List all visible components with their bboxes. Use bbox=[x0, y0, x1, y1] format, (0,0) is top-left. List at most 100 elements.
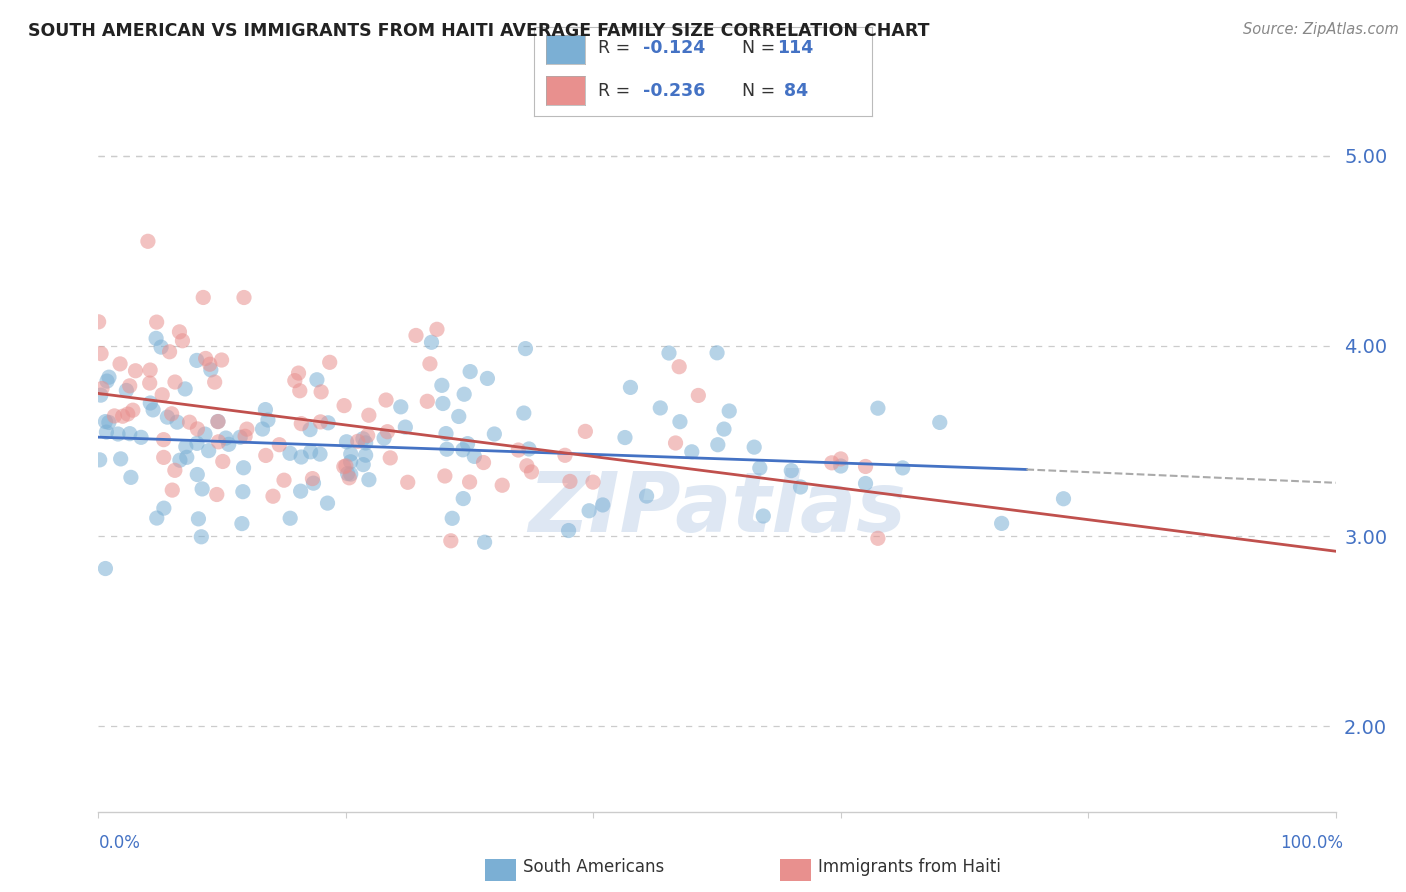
Point bbox=[215, 431, 238, 445]
Point bbox=[169, 453, 191, 467]
Point bbox=[389, 400, 412, 414]
Point bbox=[174, 382, 197, 396]
Point bbox=[515, 342, 537, 356]
Point bbox=[229, 430, 252, 444]
Point bbox=[107, 427, 129, 442]
Text: -0.124: -0.124 bbox=[643, 39, 704, 57]
Point bbox=[373, 431, 395, 445]
Point bbox=[120, 470, 142, 484]
Point bbox=[87, 315, 110, 329]
Point bbox=[582, 475, 605, 490]
Point bbox=[218, 437, 240, 451]
Point bbox=[706, 346, 728, 360]
Point bbox=[420, 335, 443, 350]
Point bbox=[117, 407, 139, 421]
Point bbox=[94, 415, 117, 429]
Point bbox=[176, 450, 198, 465]
Point bbox=[434, 426, 457, 441]
Point bbox=[592, 498, 614, 512]
Point bbox=[193, 290, 215, 304]
Point bbox=[211, 353, 233, 368]
Point bbox=[115, 384, 138, 398]
Point bbox=[207, 415, 229, 429]
Point bbox=[153, 501, 176, 516]
Point bbox=[142, 403, 165, 417]
Point bbox=[752, 508, 775, 523]
Point bbox=[207, 414, 229, 428]
Point bbox=[453, 387, 475, 401]
Point bbox=[433, 469, 456, 483]
Point bbox=[150, 340, 173, 354]
Point bbox=[333, 459, 356, 474]
Point bbox=[301, 472, 323, 486]
Text: South Americans: South Americans bbox=[523, 858, 664, 876]
Text: 114: 114 bbox=[778, 39, 814, 57]
Point bbox=[447, 409, 470, 424]
Point bbox=[111, 409, 134, 424]
Point bbox=[150, 388, 173, 402]
Point bbox=[458, 365, 481, 379]
Point bbox=[335, 458, 357, 473]
Text: SOUTH AMERICAN VS IMMIGRANTS FROM HAITI AVERAGE FAMILY SIZE CORRELATION CHART: SOUTH AMERICAN VS IMMIGRANTS FROM HAITI … bbox=[28, 22, 929, 40]
Point bbox=[713, 422, 735, 436]
Point bbox=[316, 416, 339, 430]
Point bbox=[866, 401, 889, 416]
Point bbox=[232, 484, 254, 499]
Point bbox=[855, 459, 877, 474]
Point bbox=[90, 346, 112, 360]
Point bbox=[98, 370, 121, 384]
Point bbox=[472, 456, 495, 470]
Point bbox=[299, 423, 322, 437]
Point bbox=[160, 407, 183, 421]
Point bbox=[664, 436, 686, 450]
Point bbox=[186, 467, 208, 482]
Point bbox=[891, 461, 914, 475]
Point bbox=[254, 449, 277, 463]
Point bbox=[316, 496, 339, 510]
Point bbox=[513, 406, 536, 420]
Point bbox=[336, 467, 359, 481]
Point bbox=[103, 409, 125, 423]
Point bbox=[89, 453, 111, 467]
Point bbox=[139, 363, 162, 377]
Point bbox=[354, 436, 377, 450]
Point bbox=[396, 475, 419, 490]
Point bbox=[574, 425, 596, 439]
Point bbox=[309, 384, 332, 399]
Point bbox=[136, 235, 159, 249]
Point bbox=[96, 425, 118, 439]
Point bbox=[718, 404, 741, 418]
Point bbox=[668, 359, 690, 374]
Point bbox=[491, 478, 513, 492]
Point bbox=[156, 410, 179, 425]
Point bbox=[187, 512, 209, 526]
Point bbox=[305, 373, 328, 387]
Point bbox=[197, 443, 219, 458]
Point bbox=[166, 415, 188, 429]
Point bbox=[405, 328, 427, 343]
Text: ZIPatlas: ZIPatlas bbox=[529, 467, 905, 549]
Point bbox=[346, 434, 368, 449]
Point bbox=[236, 422, 259, 436]
Point bbox=[194, 351, 217, 366]
Point bbox=[233, 291, 256, 305]
Text: 84: 84 bbox=[778, 82, 807, 100]
Point bbox=[419, 357, 441, 371]
Point bbox=[357, 428, 380, 442]
Point bbox=[354, 448, 377, 462]
Point bbox=[520, 465, 543, 479]
Point bbox=[457, 436, 479, 450]
Text: N =: N = bbox=[731, 39, 780, 57]
Point bbox=[278, 511, 301, 525]
Point bbox=[866, 531, 889, 545]
Point bbox=[426, 322, 449, 336]
Point bbox=[508, 443, 530, 458]
Point bbox=[194, 427, 217, 442]
Text: -0.236: -0.236 bbox=[643, 82, 704, 100]
Point bbox=[669, 415, 692, 429]
Point bbox=[337, 471, 360, 485]
Point bbox=[269, 438, 291, 452]
Point bbox=[205, 487, 228, 501]
Point bbox=[186, 353, 208, 368]
Point bbox=[557, 524, 579, 538]
